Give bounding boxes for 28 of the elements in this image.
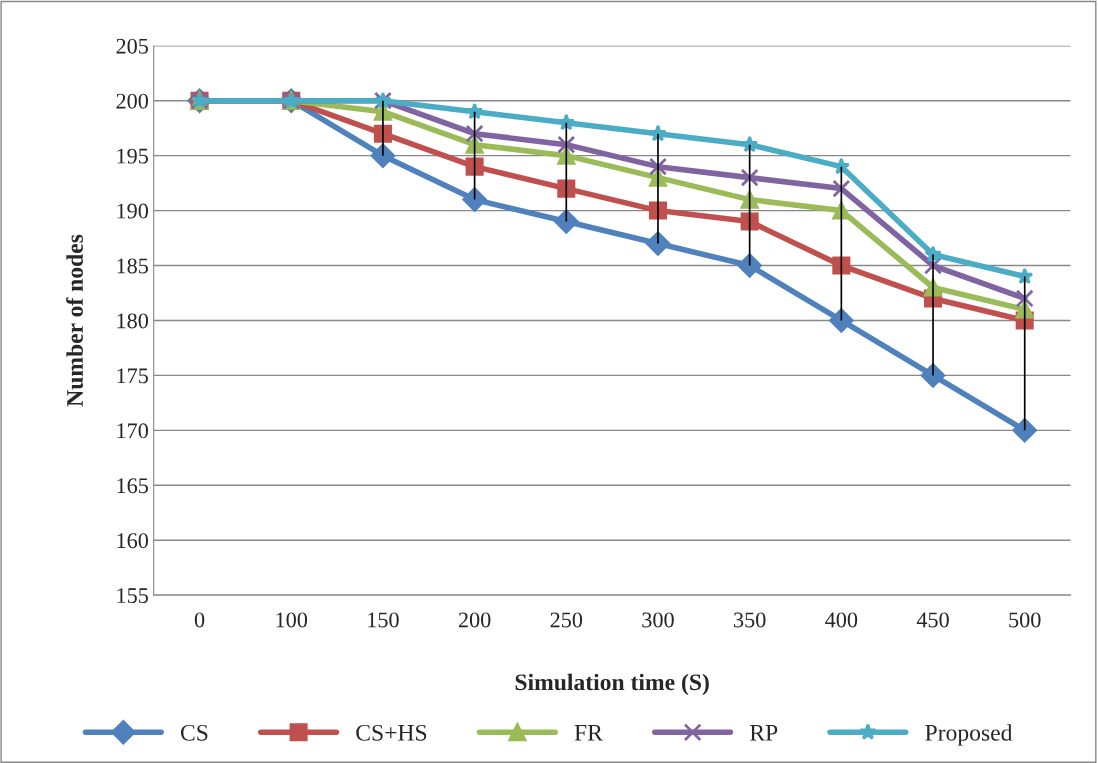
x-tick-label: 300 [642,612,674,628]
y-tick-label: 190 [117,203,149,219]
legend-label: RP [749,725,778,741]
y-tick-label: 180 [117,313,149,329]
x-tick-label: 150 [368,612,399,628]
y-tick-label: 185 [117,258,148,274]
x-axis-title: Simulation time (S) [515,673,709,696]
x-tick-label: 500 [1009,612,1041,628]
y-tick-label: 175 [117,368,148,384]
x-tick-label: 350 [734,612,766,628]
y-tick-label: 200 [116,93,149,109]
x-tick-label: 400 [825,612,858,628]
y-tick-label: 165 [117,478,148,494]
legend-label: FR [574,725,603,741]
y-tick-label: 170 [117,423,149,439]
x-tick-label: 0 [194,612,205,628]
legend-label: CS [180,724,208,741]
y-axis-title: Number of nodes [66,234,84,407]
y-tick-label: 205 [116,38,148,54]
x-tick-label: 250 [550,612,583,628]
x-tick-label: 100 [276,612,308,628]
y-tick-label: 155 [117,588,148,604]
y-tick-label: 160 [117,533,149,549]
legend-label: CS+HS [356,724,427,741]
x-tick-label: 200 [458,612,491,628]
legend-label: Proposed [925,724,1013,746]
y-tick-label: 195 [117,148,148,164]
x-tick-label: 450 [916,612,949,628]
